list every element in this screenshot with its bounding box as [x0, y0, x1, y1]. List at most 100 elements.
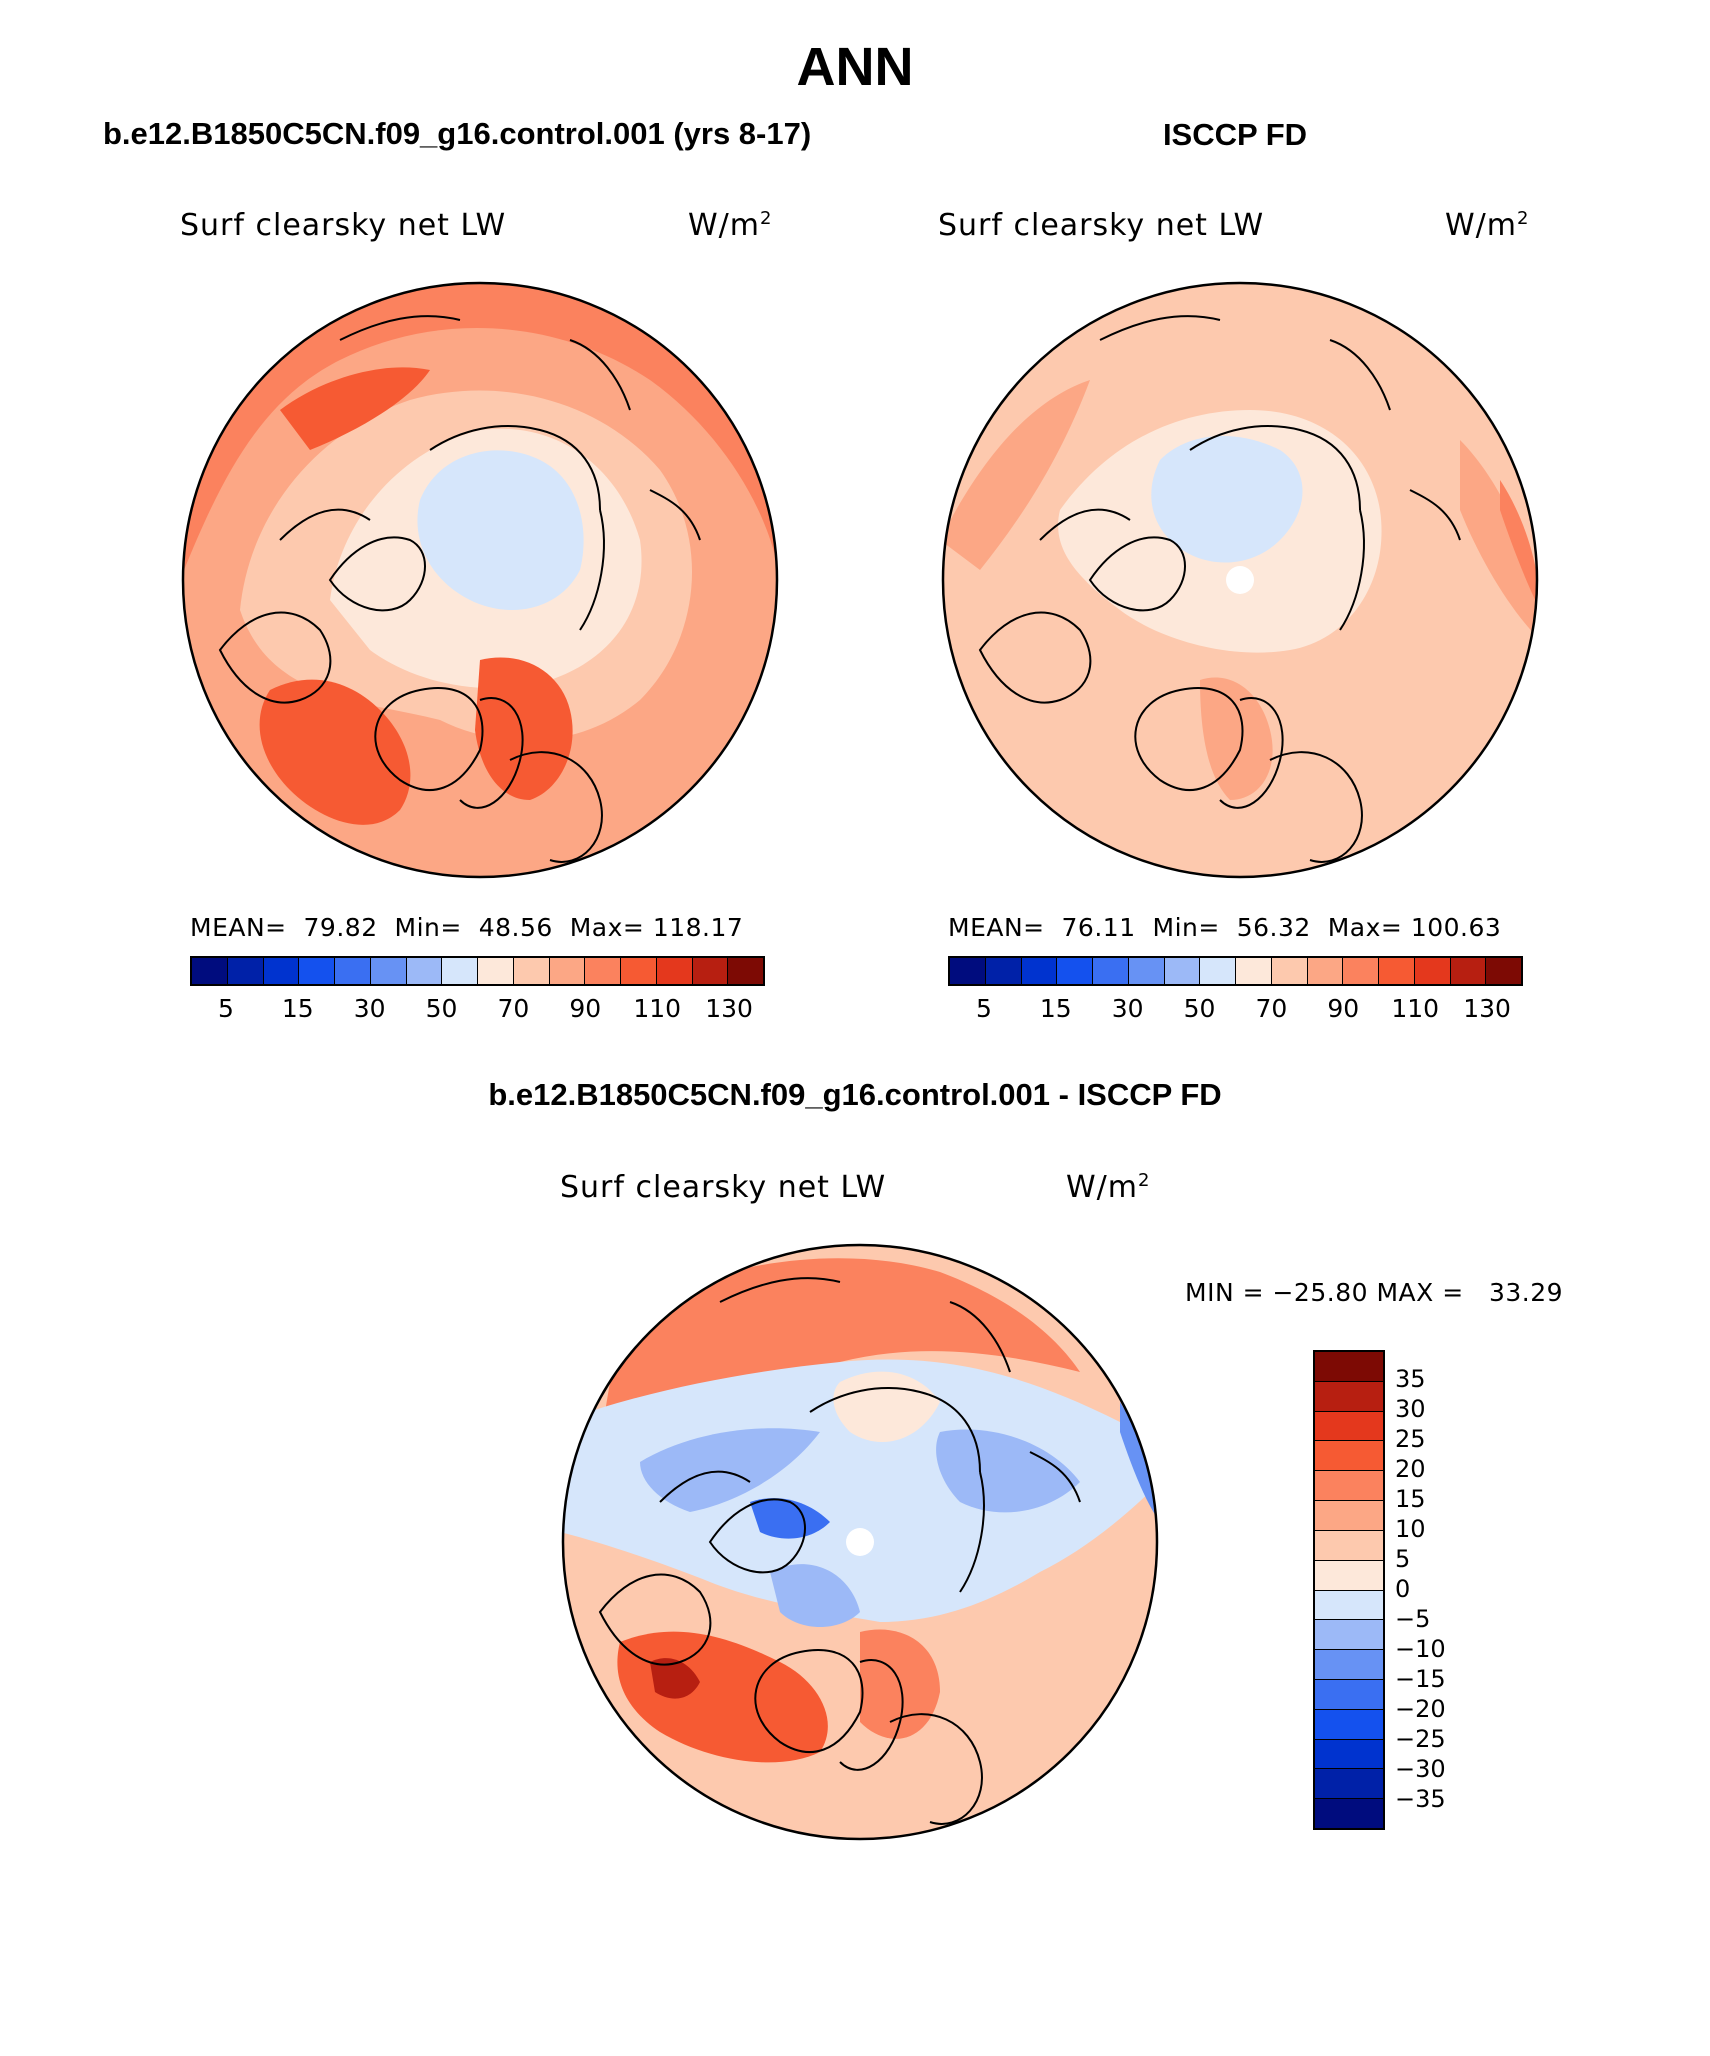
colorbar-tick-label: 15 [1039, 994, 1072, 1023]
colorbar-tick-label: 90 [569, 994, 602, 1023]
colorbar-tick-label: 50 [1183, 994, 1216, 1023]
colorbar-tick-label: 15 [281, 994, 314, 1023]
colorbar-tick-label: 90 [1327, 994, 1360, 1023]
colorbar-swatch [1315, 1650, 1383, 1680]
colorbar-tick-label: 50 [425, 994, 458, 1023]
colorbar-swatch [1450, 958, 1487, 984]
obs-stats: MEAN= 76.11 Min= 56.32 Max= 100.63 [948, 913, 1502, 942]
colorbar-tick-label: 15 [1395, 1485, 1426, 1513]
model-polar-map [181, 281, 779, 879]
colorbar-tick-label: −15 [1395, 1665, 1446, 1693]
colorbar-swatch [442, 958, 478, 984]
colorbar-tick-label: 110 [1391, 994, 1440, 1023]
colorbar-swatch [1200, 958, 1236, 984]
colorbar-swatch [513, 958, 550, 984]
obs-colorbar-labels: 5 15 30 50 70 90 110 130 [948, 994, 1523, 1026]
model-case-title: b.e12.B1850C5CN.f09_g16.control.001 (yrs… [103, 116, 812, 151]
colorbar-tick-label: 30 [1395, 1395, 1426, 1423]
colorbar-tick-label: 110 [633, 994, 682, 1023]
colorbar-swatch [1164, 958, 1201, 984]
colorbar-swatch [1315, 1441, 1383, 1472]
colorbar-tick-label: 70 [497, 994, 530, 1023]
model-colorbar [190, 956, 765, 986]
colorbar-swatch [1414, 958, 1451, 984]
colorbar-tick-label: −5 [1395, 1605, 1431, 1633]
diff-minmax: MIN = −25.80 MAX = 33.29 [1185, 1278, 1564, 1307]
diff-colorbar [1313, 1350, 1385, 1830]
colorbar-swatch [1315, 1620, 1383, 1651]
colorbar-tick-label: −35 [1395, 1785, 1446, 1813]
colorbar-swatch [1021, 958, 1058, 984]
colorbar-tick-label: −25 [1395, 1725, 1446, 1753]
colorbar-swatch [1486, 958, 1521, 984]
colorbar-swatch [370, 958, 407, 984]
colorbar-swatch [1379, 958, 1415, 984]
colorbar-swatch [1315, 1560, 1383, 1591]
colorbar-swatch [1315, 1530, 1383, 1561]
diff-case-title: b.e12.B1850C5CN.f09_g16.control.001 - IS… [488, 1077, 1222, 1112]
diff-variable-label: Surf clearsky net LW [560, 1170, 887, 1205]
colorbar-swatch [656, 958, 693, 984]
colorbar-swatch [1315, 1501, 1383, 1531]
obs-variable-label: Surf clearsky net LW [938, 208, 1265, 243]
colorbar-tick-label: 35 [1395, 1365, 1426, 1393]
colorbar-swatch [1315, 1381, 1383, 1412]
model-units-label: W/m2 [688, 208, 773, 243]
obs-colorbar [948, 956, 1523, 986]
colorbar-tick-label: 25 [1395, 1425, 1426, 1453]
colorbar-swatch [985, 958, 1022, 984]
colorbar-swatch [1343, 958, 1379, 984]
colorbar-swatch [263, 958, 300, 984]
colorbar-swatch [335, 958, 371, 984]
colorbar-swatch [1315, 1739, 1383, 1770]
diff-polar-map [561, 1243, 1159, 1841]
colorbar-swatch [621, 958, 657, 984]
colorbar-swatch [1093, 958, 1129, 984]
colorbar-swatch [1057, 958, 1093, 984]
colorbar-swatch [478, 958, 514, 984]
colorbar-swatch [950, 958, 986, 984]
colorbar-swatch [1236, 958, 1272, 984]
colorbar-swatch [1315, 1590, 1383, 1621]
diff-units-label: W/m2 [1066, 1170, 1151, 1205]
colorbar-tick-label: 10 [1395, 1515, 1426, 1543]
obs-polar-map [941, 281, 1539, 879]
colorbar-tick-label: 5 [217, 994, 234, 1023]
obs-units-label: W/m2 [1445, 208, 1530, 243]
colorbar-swatch [1315, 1411, 1383, 1442]
colorbar-swatch [299, 958, 335, 984]
colorbar-swatch [192, 958, 228, 984]
model-stats: MEAN= 79.82 Min= 48.56 Max= 118.17 [190, 913, 744, 942]
colorbar-swatch [1315, 1679, 1383, 1710]
colorbar-swatch [1315, 1352, 1383, 1382]
colorbar-tick-label: 30 [1111, 994, 1144, 1023]
colorbar-swatch [692, 958, 729, 984]
colorbar-swatch [1271, 958, 1308, 984]
main-title: ANN [796, 37, 914, 97]
diff-colorbar-labels: 35 30 25 20 15 10 5 0 −5 −10 −15 −20 −25 −30 −35 [1395, 1350, 1475, 1830]
colorbar-tick-label: 130 [1463, 994, 1511, 1023]
colorbar-swatch [549, 958, 586, 984]
model-variable-label: Surf clearsky net LW [180, 208, 507, 243]
colorbar-swatch [406, 958, 443, 984]
colorbar-tick-label: −30 [1395, 1755, 1446, 1783]
model-colorbar-labels: 5 15 30 50 70 90 110 130 [190, 994, 765, 1026]
colorbar-tick-label: 130 [705, 994, 753, 1023]
obs-case-title: ISCCP FD [1162, 117, 1308, 152]
colorbar-swatch [1315, 1799, 1383, 1828]
colorbar-tick-label: −20 [1395, 1695, 1446, 1723]
colorbar-swatch [585, 958, 621, 984]
colorbar-swatch [227, 958, 264, 984]
colorbar-swatch [1128, 958, 1165, 984]
colorbar-tick-label: 0 [1395, 1575, 1411, 1603]
colorbar-tick-label: 5 [1395, 1545, 1411, 1573]
colorbar-swatch [1315, 1709, 1383, 1740]
colorbar-swatch [1307, 958, 1344, 984]
colorbar-swatch [1315, 1471, 1383, 1502]
colorbar-tick-label: 5 [975, 994, 992, 1023]
colorbar-tick-label: −10 [1395, 1635, 1446, 1663]
colorbar-tick-label: 20 [1395, 1455, 1426, 1483]
colorbar-tick-label: 30 [353, 994, 386, 1023]
colorbar-tick-label: 70 [1255, 994, 1288, 1023]
colorbar-swatch [728, 958, 763, 984]
